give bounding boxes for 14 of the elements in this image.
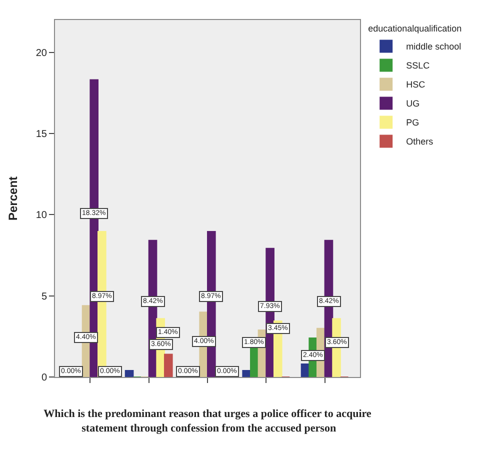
legend-label: HSC (406, 80, 426, 90)
y-tick-label: 10 (36, 210, 48, 222)
y-tick-label: 20 (36, 48, 48, 59)
y-tick-label: 5 (41, 291, 48, 302)
y-axis-title: Percent (6, 176, 20, 221)
legend-label: PG (406, 118, 420, 128)
y-tick-label: 0 (41, 372, 48, 384)
legend-label: Others (406, 136, 434, 147)
legend-title: educationalqualification (368, 24, 462, 34)
legend-label: middle school (406, 42, 462, 52)
y-tick-label: 15 (36, 129, 48, 140)
legend-label: SSLC (406, 60, 430, 71)
legend-label: UG (406, 98, 420, 109)
x-axis-title: Which is the predominant reason that urges a police officer to acquire statement through confession from the accused person (44, 408, 372, 434)
